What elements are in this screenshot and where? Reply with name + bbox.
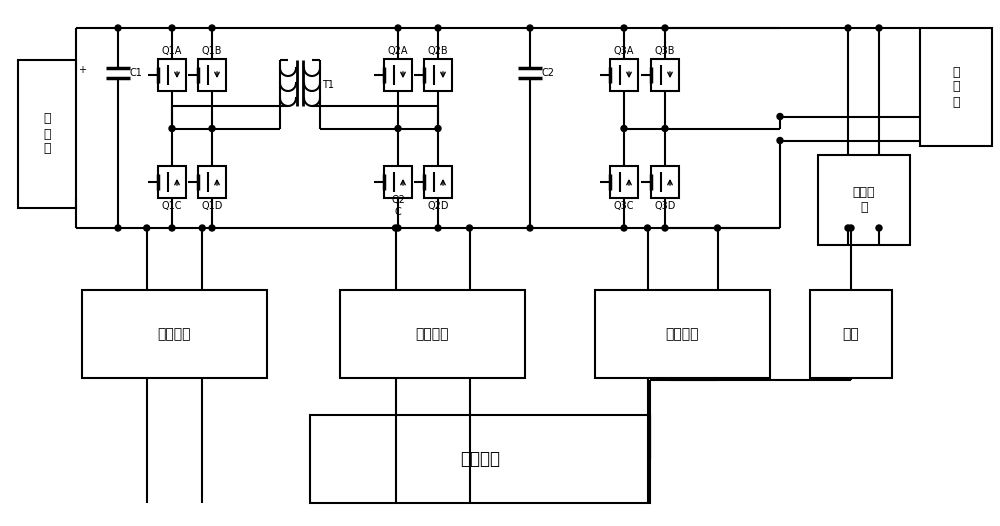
Circle shape bbox=[209, 126, 215, 132]
Bar bbox=[158, 59, 186, 91]
Bar bbox=[310, 415, 650, 503]
Circle shape bbox=[714, 225, 720, 231]
Circle shape bbox=[115, 25, 121, 31]
Bar bbox=[158, 166, 186, 198]
Text: Q3A: Q3A bbox=[614, 46, 634, 56]
Circle shape bbox=[621, 126, 627, 132]
Text: 主控模块: 主控模块 bbox=[460, 450, 500, 468]
Circle shape bbox=[777, 114, 783, 119]
Circle shape bbox=[209, 225, 215, 231]
Text: 电
池
组: 电 池 组 bbox=[43, 113, 51, 156]
Circle shape bbox=[395, 126, 401, 132]
Circle shape bbox=[876, 25, 882, 31]
Circle shape bbox=[527, 25, 533, 31]
Circle shape bbox=[435, 25, 441, 31]
Text: Q2
C: Q2 C bbox=[391, 195, 405, 217]
Circle shape bbox=[777, 137, 783, 144]
Circle shape bbox=[169, 225, 175, 231]
Bar bbox=[651, 59, 679, 91]
Circle shape bbox=[662, 126, 668, 132]
Text: Q2A: Q2A bbox=[388, 46, 408, 56]
Text: Q3C: Q3C bbox=[614, 201, 634, 211]
Bar bbox=[651, 166, 679, 198]
Circle shape bbox=[169, 126, 175, 132]
Bar bbox=[198, 166, 226, 198]
Circle shape bbox=[115, 225, 121, 231]
Text: 升压模块: 升压模块 bbox=[157, 327, 191, 341]
Circle shape bbox=[392, 225, 398, 231]
Circle shape bbox=[662, 225, 668, 231]
Circle shape bbox=[435, 126, 441, 132]
Text: Q3D: Q3D bbox=[654, 201, 676, 211]
Bar bbox=[198, 59, 226, 91]
Circle shape bbox=[466, 225, 473, 231]
Bar bbox=[610, 166, 638, 198]
Bar bbox=[384, 166, 412, 198]
Text: 逆变模块: 逆变模块 bbox=[665, 327, 699, 341]
Circle shape bbox=[395, 225, 401, 231]
Bar bbox=[18, 60, 76, 208]
Bar bbox=[340, 290, 525, 378]
Circle shape bbox=[527, 225, 533, 231]
Bar bbox=[595, 290, 770, 378]
Text: 用
电
器: 用 电 器 bbox=[952, 66, 960, 108]
Text: 开关模
块: 开关模 块 bbox=[853, 186, 875, 214]
Bar bbox=[920, 28, 992, 146]
Text: C2: C2 bbox=[542, 68, 554, 78]
Circle shape bbox=[209, 25, 215, 31]
Bar bbox=[82, 290, 267, 378]
Bar bbox=[384, 59, 412, 91]
Text: T1: T1 bbox=[322, 80, 334, 90]
Circle shape bbox=[845, 225, 851, 231]
Text: Q2D: Q2D bbox=[427, 201, 449, 211]
Bar bbox=[818, 155, 910, 245]
Circle shape bbox=[876, 225, 882, 231]
Bar bbox=[610, 59, 638, 91]
Text: Q3B: Q3B bbox=[655, 46, 675, 56]
Bar bbox=[810, 290, 892, 378]
Text: 降压模块: 降压模块 bbox=[415, 327, 449, 341]
Text: Q2B: Q2B bbox=[428, 46, 448, 56]
Circle shape bbox=[621, 25, 627, 31]
Circle shape bbox=[435, 225, 441, 231]
Circle shape bbox=[621, 225, 627, 231]
Text: Q1C: Q1C bbox=[162, 201, 182, 211]
Circle shape bbox=[144, 225, 150, 231]
Circle shape bbox=[848, 225, 854, 231]
Text: Q1D: Q1D bbox=[201, 201, 223, 211]
Circle shape bbox=[662, 25, 668, 31]
Circle shape bbox=[644, 225, 650, 231]
Circle shape bbox=[845, 25, 851, 31]
Text: C1: C1 bbox=[130, 68, 142, 78]
Circle shape bbox=[169, 25, 175, 31]
Text: +: + bbox=[78, 65, 86, 75]
Text: Q1B: Q1B bbox=[202, 46, 222, 56]
Bar bbox=[424, 166, 452, 198]
Text: 市电: 市电 bbox=[843, 327, 859, 341]
Text: Q1A: Q1A bbox=[162, 46, 182, 56]
Circle shape bbox=[199, 225, 205, 231]
Circle shape bbox=[395, 25, 401, 31]
Bar bbox=[424, 59, 452, 91]
